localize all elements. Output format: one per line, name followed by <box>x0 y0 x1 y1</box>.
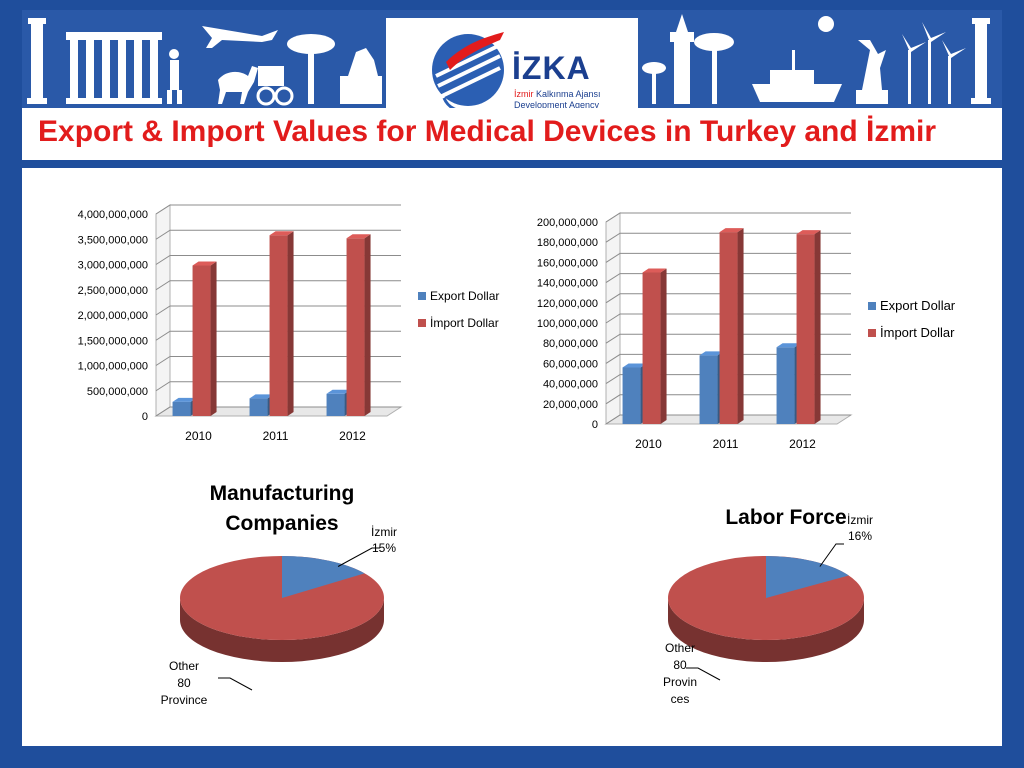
pie-chart-1: Manufacturing Companies İzmir 15% Other 80 Pro… <box>161 482 397 707</box>
legend-label: İmport Dollar <box>430 316 499 330</box>
gridline <box>155 204 401 215</box>
pie-title-line: Manufacturing <box>210 482 355 505</box>
gridline <box>155 280 401 291</box>
pie-label-other-line: Province <box>161 693 208 707</box>
pie-slice-izmir <box>766 556 849 598</box>
gridline <box>155 305 401 316</box>
y-tick-label: 160,000,000 <box>537 257 598 269</box>
bar-chart-2: 0 20,000,000 40,000,000 60,000,000 80,000,00… <box>537 212 956 451</box>
gridline <box>605 394 851 405</box>
header-banner: İZKA İzmir Kalkınma Ajansı Development A… <box>22 10 1002 160</box>
y-tick-label: 20,000,000 <box>543 399 598 411</box>
pie-side <box>668 598 864 662</box>
globe-logo-icon <box>432 32 504 114</box>
pie-label-other-line: 80 <box>177 676 191 690</box>
y-tick-label: 40,000,000 <box>543 379 598 391</box>
gridline <box>605 333 851 344</box>
gridline <box>605 313 851 324</box>
y-tick-label: 2,500,000,000 <box>78 285 148 297</box>
y-tick-label: 200,000,000 <box>537 217 598 229</box>
gridline <box>605 212 851 223</box>
bar <box>346 234 371 416</box>
gridline <box>155 406 401 417</box>
pie-label-izmir-pct: 16% <box>848 529 872 543</box>
pie-title: Labor Force <box>725 506 846 529</box>
y-tick-label: 4,000,000,000 <box>78 209 148 221</box>
bar <box>642 268 667 424</box>
gridline <box>155 330 401 341</box>
gridline <box>605 414 851 425</box>
y-tick-label: 60,000,000 <box>543 358 598 370</box>
gridline <box>605 353 851 364</box>
x-tick-label: 2011 <box>713 437 739 451</box>
legend-label: Export Dollar <box>430 289 499 303</box>
pie-side <box>180 598 384 662</box>
x-tick-label: 2011 <box>263 429 289 443</box>
gridline <box>605 232 851 243</box>
gridline <box>155 356 401 366</box>
y-tick-label: 500,000,000 <box>87 386 148 398</box>
pie-label-izmir-pct: 15% <box>372 541 396 555</box>
gridline <box>605 374 851 385</box>
gridline <box>605 252 851 263</box>
pie-label-other-line: Other <box>169 659 199 673</box>
pie-label-other-line: ces <box>671 692 690 706</box>
pie-label-other-line: 80 <box>673 658 687 672</box>
y-tick-label: 2,000,000,000 <box>78 310 148 322</box>
y-tick-label: 0 <box>142 411 148 423</box>
pie-label-other-line: Other <box>665 641 695 655</box>
y-tick-label: 140,000,000 <box>537 278 598 290</box>
y-tick-label: 100,000,000 <box>537 318 598 330</box>
x-tick-label: 2010 <box>635 437 662 451</box>
x-tick-label: 2012 <box>339 429 366 443</box>
x-tick-label: 2012 <box>789 437 816 451</box>
pie-label-izmir: İzmir <box>847 513 873 527</box>
pie-title-line: Companies <box>225 512 338 535</box>
bar <box>796 230 821 424</box>
y-tick-label: 3,500,000,000 <box>78 234 148 246</box>
gridline <box>155 255 401 265</box>
page-title: Export & Import Values for Medical Devic… <box>38 115 937 148</box>
charts-canvas: 0 500,000,000 1,000,000,000 1,500,000,000 2,… <box>78 204 956 707</box>
logo-wordmark: İZKA <box>512 50 591 86</box>
gridline <box>155 381 401 392</box>
legend-swatch <box>868 329 876 337</box>
leader-line <box>218 677 253 691</box>
logo-subtitle-line2: Development Agency <box>514 100 600 110</box>
logo-subtitle-line1: İzmir Kalkınma Ajansı <box>514 89 601 99</box>
leader-line <box>819 543 844 567</box>
pie-chart-2: Labor Force İzmir 16% Other 80 Provin ces <box>663 506 873 706</box>
bar <box>719 228 744 424</box>
bar <box>192 261 217 416</box>
gridline <box>155 229 401 240</box>
legend-swatch <box>868 302 876 310</box>
x-tick-label: 2010 <box>185 429 212 443</box>
leader-line <box>337 547 380 567</box>
legend-swatch <box>418 319 426 327</box>
legend-label: İmport Dollar <box>880 325 955 340</box>
y-tick-label: 1,000,000,000 <box>78 361 148 373</box>
pie-label-other-line: Provin <box>663 675 697 689</box>
y-tick-label: 180,000,000 <box>537 237 598 249</box>
pie-label-izmir: İzmir <box>371 525 397 539</box>
y-tick-label: 1,500,000,000 <box>78 335 148 347</box>
y-tick-label: 80,000,000 <box>543 338 598 350</box>
legend-swatch <box>418 292 426 300</box>
bar <box>269 231 294 416</box>
skyline-illustration <box>27 14 991 106</box>
izka-logo: İZKA İzmir Kalkınma Ajansı Development A… <box>386 18 638 116</box>
gridline <box>605 293 851 304</box>
y-tick-label: 3,000,000,000 <box>78 260 148 272</box>
y-tick-label: 0 <box>592 419 598 431</box>
content-area: 0 500,000,000 1,000,000,000 1,500,000,000 2,… <box>22 168 1002 746</box>
pie-slice-izmir <box>282 556 365 598</box>
y-tick-label: 120,000,000 <box>537 298 598 310</box>
legend-label: Export Dollar <box>880 298 956 313</box>
leader-line <box>686 667 721 681</box>
title-band <box>22 108 1002 160</box>
gridline <box>605 273 851 284</box>
bar-chart-1: 0 500,000,000 1,000,000,000 1,500,000,000 2,… <box>78 204 499 443</box>
